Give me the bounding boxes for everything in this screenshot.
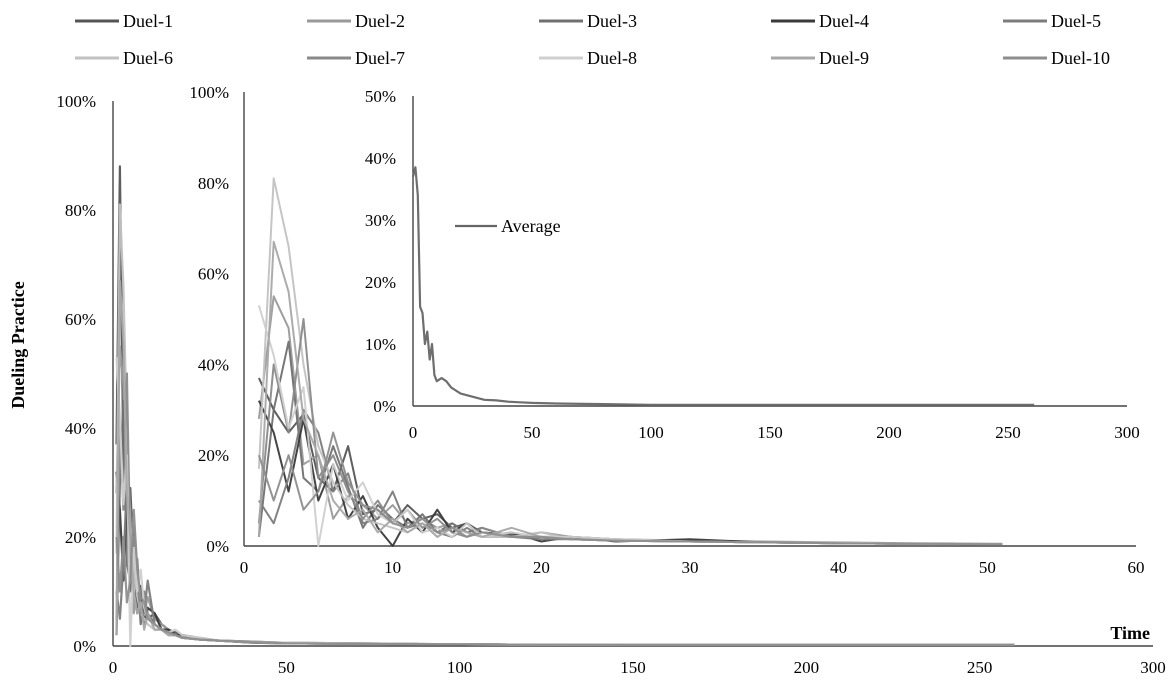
series-average	[411, 166, 1035, 406]
inset-average-background	[413, 85, 1140, 411]
main-series-group	[115, 165, 1015, 648]
legend-label: Duel-5	[1051, 11, 1101, 31]
legend-label: Duel-7	[355, 48, 405, 68]
inset-average-y-tick: 20%	[365, 273, 396, 292]
inset-average-x-tick: 250	[995, 423, 1021, 442]
series-duel-10	[257, 431, 1003, 546]
main-x-tick: 250	[967, 658, 993, 677]
inset-average-x-tick: 50	[524, 423, 541, 442]
inset-average-x-tick: 300	[1114, 423, 1140, 442]
inset-average-series-group	[411, 166, 1035, 406]
inset-zoom-x-tick: 10	[384, 558, 401, 577]
legend-label: Duel-10	[1051, 48, 1110, 68]
inset-average-y-tick: 50%	[365, 87, 396, 106]
inset-average-x-tick: 0	[409, 423, 418, 442]
main-x-tick: 300	[1140, 658, 1166, 677]
inset-average-chart: 0 50 100 150 200 250 300 0% 10% 20% 30% 40% 50% Avera…	[365, 85, 1140, 442]
legend-item-duel-6: Duel-6	[75, 48, 173, 68]
legend-label: Duel-3	[587, 11, 637, 31]
inset-average-x-tick: 150	[757, 423, 783, 442]
main-y-tick: 20%	[65, 528, 96, 547]
legend: Duel-1 Duel-2 Duel-3 Duel-4 Duel-5 Duel-6 Duel…	[75, 11, 1110, 68]
main-x-tick: 200	[794, 658, 820, 677]
main-y-tick: 80%	[65, 201, 96, 220]
legend-label: Duel-2	[355, 11, 405, 31]
inset-zoom-x-tick: 40	[830, 558, 847, 577]
main-x-tick: 50	[278, 658, 295, 677]
inset-zoom-x-tick: 50	[979, 558, 996, 577]
main-y-tick: 40%	[65, 419, 96, 438]
legend-label: Duel-6	[123, 48, 173, 68]
inset-zoom-y-tick: 40%	[198, 355, 229, 374]
legend-item-duel-4: Duel-4	[771, 11, 869, 31]
legend-label: Duel-4	[819, 11, 869, 31]
main-x-axis-title: Time	[1110, 623, 1150, 643]
inset-zoom-x-tick: 0	[240, 558, 249, 577]
inset-zoom-y-tick: 0%	[206, 537, 229, 556]
series-duel-4	[257, 400, 1003, 547]
inset-zoom-x-tick: 60	[1128, 558, 1145, 577]
legend-item-duel-3: Duel-3	[539, 11, 637, 31]
legend-item-duel-9: Duel-9	[771, 48, 869, 68]
main-x-tick: 150	[620, 658, 646, 677]
main-y-tick: 60%	[65, 310, 96, 329]
main-y-axis-title: Dueling Practice	[8, 281, 28, 408]
legend-label: Duel-1	[123, 11, 173, 31]
inset-average-x-tick: 100	[638, 423, 664, 442]
inset-zoom-x-tick: 30	[682, 558, 699, 577]
main-x-tick: 0	[109, 658, 118, 677]
legend-item-duel-2: Duel-2	[307, 11, 405, 31]
inset-average-y-tick: 40%	[365, 149, 396, 168]
inset-zoom-y-tick: 80%	[198, 174, 229, 193]
main-x-tick: 100	[447, 658, 473, 677]
main-chart: Dueling Practice Time 0 50 100 150 200 250 300…	[8, 92, 1166, 677]
inset-average-y-tick: 30%	[365, 211, 396, 230]
inset-average-x-tick: 200	[876, 423, 902, 442]
average-legend-label: Average	[501, 216, 561, 236]
legend-label: Duel-8	[587, 48, 637, 68]
inset-zoom-y-tick: 20%	[198, 446, 229, 465]
legend-item-duel-7: Duel-7	[307, 48, 405, 68]
series-duel-10	[115, 508, 1015, 647]
inset-zoom-x-tick: 20	[533, 558, 550, 577]
legend-item-duel-5: Duel-5	[1003, 11, 1101, 31]
legend-item-duel-8: Duel-8	[539, 48, 637, 68]
legend-item-duel-10: Duel-10	[1003, 48, 1110, 68]
legend-item-duel-1: Duel-1	[75, 11, 173, 31]
main-y-tick: 0%	[73, 637, 96, 656]
main-y-tick: 100%	[56, 92, 96, 111]
inset-zoom-series-group	[257, 177, 1003, 547]
inset-zoom-y-tick: 100%	[189, 83, 229, 102]
inset-zoom-y-tick: 60%	[198, 265, 229, 284]
inset-average-y-tick: 0%	[373, 397, 396, 416]
legend-label: Duel-9	[819, 48, 869, 68]
inset-average-y-tick: 10%	[365, 335, 396, 354]
